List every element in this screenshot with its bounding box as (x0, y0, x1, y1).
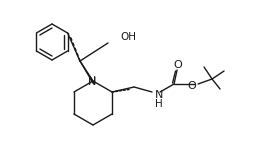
Text: N: N (88, 76, 96, 86)
Text: O: O (188, 81, 196, 91)
Text: H: H (155, 99, 163, 109)
Text: N: N (88, 77, 96, 87)
Text: N: N (155, 90, 164, 100)
Text: O: O (174, 60, 182, 70)
Text: OH: OH (120, 32, 136, 42)
